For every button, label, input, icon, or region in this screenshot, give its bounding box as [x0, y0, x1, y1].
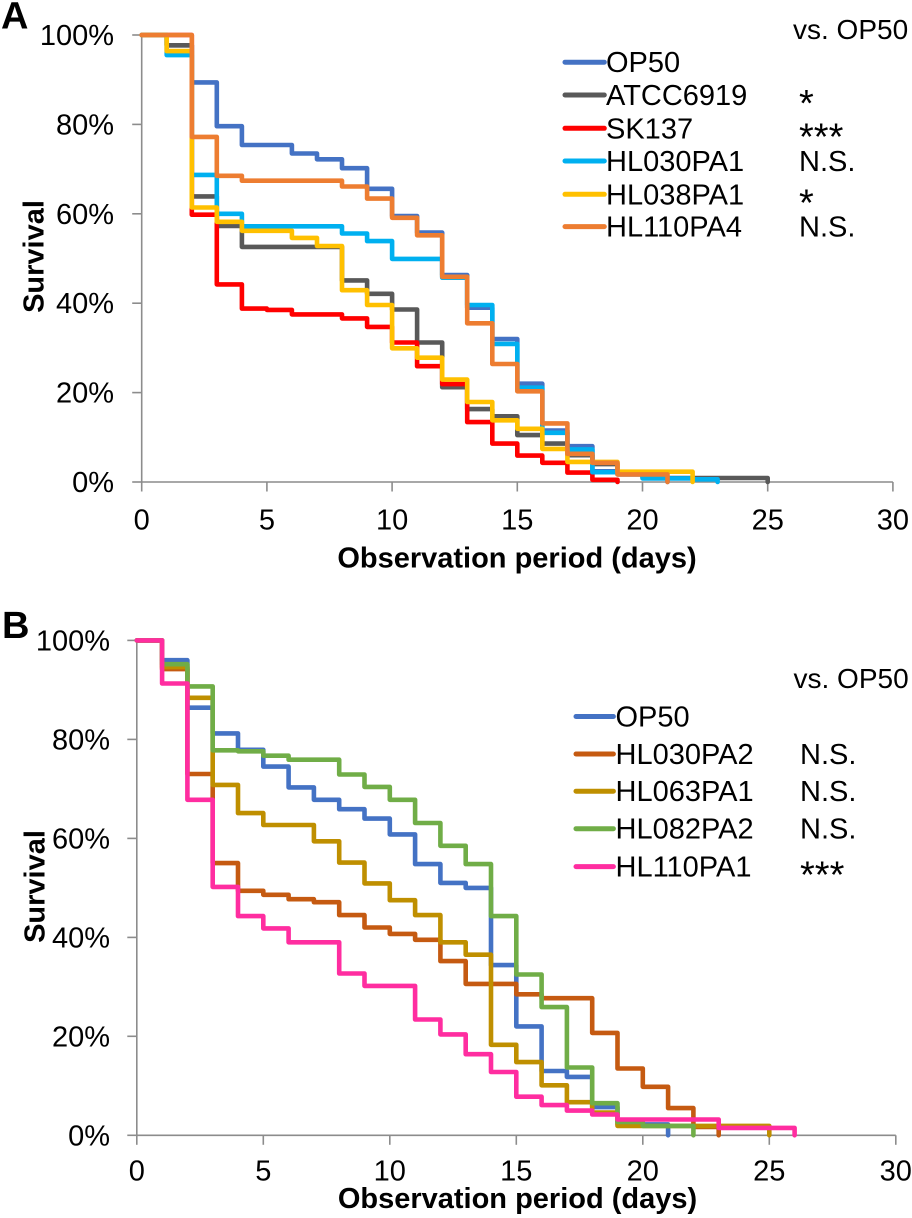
svg-text:HL110PA1: HL110PA1 [616, 852, 752, 884]
svg-text:0: 0 [134, 505, 150, 537]
svg-text:5: 5 [259, 505, 275, 537]
svg-text:30: 30 [877, 505, 909, 537]
svg-text:Observation period (days): Observation period (days) [337, 543, 696, 575]
svg-text:N.S.: N.S. [800, 776, 856, 808]
svg-text:Survival: Survival [20, 830, 52, 943]
svg-text:40%: 40% [56, 288, 114, 320]
svg-text:0%: 0% [68, 1120, 110, 1152]
svg-text:OP50: OP50 [616, 702, 690, 734]
svg-text:HL082PA2: HL082PA2 [616, 814, 754, 846]
svg-text:***: *** [799, 116, 844, 158]
svg-text:***: *** [800, 855, 845, 897]
svg-text:HL030PA1: HL030PA1 [606, 146, 744, 178]
svg-text:60%: 60% [52, 823, 110, 855]
svg-text:ATCC6919: ATCC6919 [606, 80, 747, 112]
svg-text:Survival: Survival [19, 200, 51, 313]
svg-text:Observation period (days): Observation period (days) [338, 1183, 697, 1215]
svg-text:*: * [799, 182, 814, 224]
svg-text:N.S.: N.S. [799, 212, 855, 244]
svg-text:25: 25 [752, 505, 784, 537]
svg-text:10: 10 [376, 505, 408, 537]
svg-text:N.S.: N.S. [800, 739, 856, 771]
svg-text:B: B [2, 605, 29, 647]
svg-text:100%: 100% [36, 625, 110, 657]
svg-text:5: 5 [255, 1156, 271, 1188]
svg-text:60%: 60% [56, 199, 114, 231]
svg-text:0%: 0% [72, 467, 114, 499]
svg-text:20: 20 [626, 505, 658, 537]
svg-text:80%: 80% [56, 109, 114, 141]
svg-text:*: * [799, 83, 814, 125]
svg-text:OP50: OP50 [606, 47, 680, 79]
svg-text:N.S.: N.S. [800, 814, 856, 846]
svg-text:15: 15 [501, 505, 533, 537]
svg-text:HL038PA1: HL038PA1 [606, 179, 744, 211]
svg-text:40%: 40% [52, 922, 110, 954]
svg-text:vs. OP50: vs. OP50 [793, 14, 908, 45]
svg-text:HL030PA2: HL030PA2 [616, 739, 754, 771]
svg-text:N.S.: N.S. [799, 146, 855, 178]
svg-text:20%: 20% [52, 1021, 110, 1053]
svg-text:vs. OP50: vs. OP50 [794, 663, 909, 694]
svg-text:80%: 80% [52, 724, 110, 756]
svg-text:SK137: SK137 [606, 113, 693, 145]
svg-text:A: A [1, 0, 28, 38]
svg-text:30: 30 [880, 1156, 912, 1188]
svg-text:HL063PA1: HL063PA1 [616, 776, 754, 808]
svg-text:10: 10 [374, 1156, 406, 1188]
svg-text:100%: 100% [40, 20, 114, 52]
svg-text:15: 15 [500, 1156, 532, 1188]
svg-text:20: 20 [627, 1156, 659, 1188]
svg-text:0: 0 [129, 1156, 145, 1188]
svg-text:25: 25 [753, 1156, 785, 1188]
svg-text:HL110PA4: HL110PA4 [606, 212, 742, 244]
svg-text:20%: 20% [56, 378, 114, 410]
